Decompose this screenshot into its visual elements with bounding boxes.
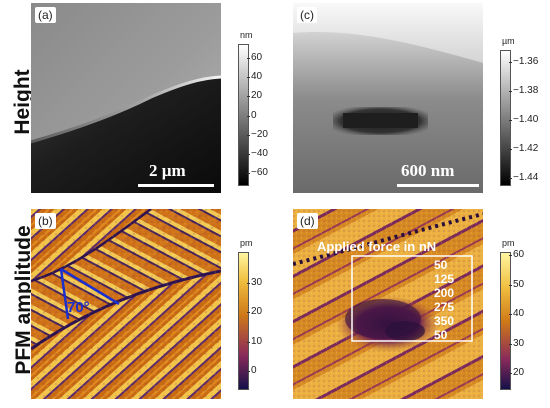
panel-a-colorbar-tick-label: −40 [251, 148, 268, 159]
panel-d-colorbar-tickmark [509, 284, 512, 286]
panel-a-colorbar [238, 44, 249, 186]
panel-b-colorbar-unit: pm [240, 238, 253, 248]
panel-d-colorbar-tick-label: 30 [513, 337, 525, 349]
panel-c-colorbar-tickmark [509, 120, 512, 121]
panel-a-colorbar-tick-label: 0 [251, 109, 257, 121]
panel-c-colorbar-tickmark [509, 91, 512, 92]
panel-c-colorbar-tick-label: −1.44 [513, 172, 539, 183]
panel-c-colorbar-tick-label: −1.38 [513, 85, 539, 96]
panel-d-letter: (d) [297, 213, 318, 229]
panel-a-colorbar-tick-label: 20 [251, 90, 263, 102]
panel-c-scale-bar-label: 600 nm [401, 161, 455, 180]
panel-b-colorbar-tickmark [247, 283, 250, 284]
panel-b-colorbar-tickmark [247, 312, 250, 314]
panel-d-colorbar-tickmark [509, 373, 512, 374]
panel-d-colorbar-tick-label: 40 [513, 308, 525, 319]
panel-d-force-list: 50 125 200 275 350 50 [434, 258, 454, 342]
panel-a-colorbar-tick-label: 40 [251, 71, 263, 83]
panel-a-colorbar-tickmark [247, 58, 250, 59]
panel-c-scale-bar [397, 184, 479, 187]
panel-a-scale-bar-label: 2 µm [149, 161, 186, 180]
panel-a-scale-bar [138, 184, 214, 187]
panel-b-colorbar-tick-label: 30 [251, 277, 263, 288]
panel-a-letter: (a) [35, 7, 56, 23]
panel-a-colorbar-tickmark [247, 96, 250, 98]
panel-c-colorbar-tickmark [509, 149, 512, 150]
panel-c-colorbar [500, 50, 511, 186]
panel-d-force-value: 275 [434, 300, 455, 314]
panel-d-colorbar-tick-label: 60 [513, 249, 525, 260]
panel-c-height-image: (c) 600 nm [293, 3, 483, 193]
panel-b-colorbar-tickmark [247, 370, 250, 372]
panel-c-colorbar-unit: µm [502, 36, 515, 46]
panel-d-force-value: 50 [434, 328, 448, 342]
panel-b-angle-label: 70° [67, 299, 90, 316]
panel-a-colorbar-tick-label: −60 [251, 167, 268, 179]
panel-d-force-value: 125 [434, 272, 455, 286]
panel-a-colorbar-tick-label: 60 [251, 52, 263, 63]
panel-d-colorbar-tickmark [509, 314, 512, 315]
panel-b-letter: (b) [35, 213, 56, 229]
panel-d-pfm-image: (d) Applied force in nN 50 125 200 275 350 50 [293, 209, 483, 399]
panel-c-colorbar-tick-label: −1.40 [513, 114, 539, 125]
panel-d-force-value: 50 [434, 258, 448, 272]
panel-c-colorbar-tickmark [509, 178, 512, 179]
panel-b-colorbar-tick-label: 0 [251, 364, 257, 376]
panel-d-force-value: 200 [434, 286, 455, 300]
panel-a-colorbar-tickmark [247, 173, 250, 175]
panel-d-colorbar-unit: pm [502, 238, 515, 248]
panel-b-colorbar-tick-label: 20 [251, 306, 263, 318]
panel-c-colorbar-tickmark [509, 62, 512, 63]
panel-b-colorbar [238, 252, 249, 390]
panel-b-colorbar-tickmark [247, 341, 250, 343]
panel-a-colorbar-tickmark [247, 154, 250, 155]
panel-d-colorbar-tickmark [509, 255, 512, 256]
panel-d-colorbar [500, 252, 511, 390]
panel-c-letter: (c) [297, 7, 317, 23]
panel-a-colorbar-tickmark [247, 115, 250, 117]
panel-c-colorbar-tick-label: −1.42 [513, 143, 539, 154]
panel-d-colorbar-tickmark [509, 343, 512, 345]
panel-a-colorbar-tick-label: −20 [251, 128, 268, 140]
panel-a-height-image: (a) 2 µm [31, 3, 221, 193]
panel-b-colorbar-tick-label: 10 [251, 335, 263, 347]
panel-d-colorbar-tick-label: 50 [513, 278, 525, 290]
panel-a-colorbar-tickmark [247, 134, 250, 136]
panel-a-colorbar-tickmark [247, 77, 250, 79]
panel-d-colorbar-tick-label: 20 [513, 367, 525, 378]
panel-b-pfm-image: (b) 70° [31, 209, 221, 399]
panel-d-force-value: 350 [434, 314, 455, 328]
panel-c-colorbar-tick-label: −1.36 [513, 56, 539, 67]
panel-a-colorbar-unit: nm [240, 30, 253, 40]
panel-d-annotation-title: Applied force in nN [317, 239, 437, 254]
